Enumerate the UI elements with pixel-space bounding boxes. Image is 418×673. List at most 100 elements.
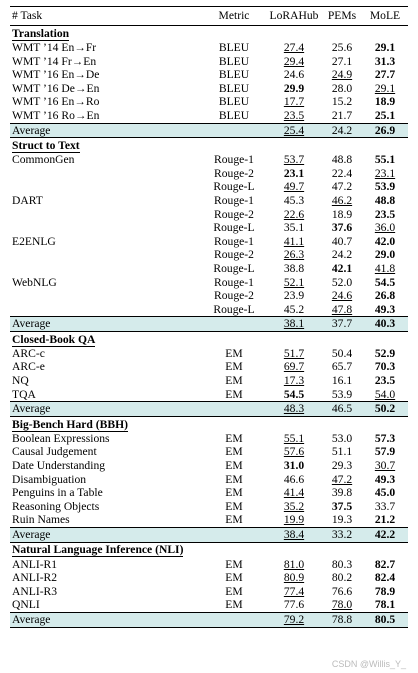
score-cell: 54.5 bbox=[283, 387, 305, 401]
score-cell: 77.6 bbox=[283, 598, 305, 612]
table-row: Average 38.4 33.2 42.2 bbox=[10, 527, 408, 543]
score-cell: 40.3 bbox=[362, 316, 408, 332]
table-row: Translation bbox=[10, 25, 408, 41]
score-cell: 23.5 bbox=[283, 108, 305, 122]
score-cell: 17.7 bbox=[283, 95, 305, 109]
score-cell: 15.2 bbox=[331, 95, 353, 109]
score-cell: 47.2 bbox=[331, 472, 353, 486]
score-cell: 53.9 bbox=[374, 180, 396, 194]
score-cell: 80.3 bbox=[331, 557, 353, 571]
metric-blank bbox=[202, 527, 266, 543]
section-title: Struct to Text bbox=[12, 138, 80, 153]
task-name: ANLI-R1 bbox=[12, 557, 58, 571]
score-cell: 24.6 bbox=[331, 289, 353, 303]
section-title-cell: Big-Bench Hard (BBH) bbox=[10, 415, 408, 432]
task-name-blank bbox=[10, 303, 202, 317]
score-cell: 24.2 bbox=[331, 248, 353, 262]
score-cell: 24.9 bbox=[331, 68, 353, 82]
metric-blank bbox=[202, 401, 266, 417]
score-cell: 21.2 bbox=[374, 513, 396, 527]
table-row: Penguins in a Table EM 41.4 39.8 45.0 bbox=[10, 486, 408, 500]
score-cell: 78.0 bbox=[331, 598, 353, 612]
task-name-blank bbox=[10, 208, 202, 222]
score-cell: 50.2 bbox=[362, 401, 408, 417]
average-label: Average bbox=[10, 527, 202, 543]
score-cell: 30.7 bbox=[374, 459, 396, 473]
task-name: Boolean Expressions bbox=[12, 431, 110, 445]
score-cell: 53.9 bbox=[331, 387, 353, 401]
average-label: Average bbox=[10, 316, 202, 332]
table-row: ANLI-R3 EM 77.4 76.6 78.9 bbox=[10, 585, 408, 599]
score-cell: 25.1 bbox=[374, 108, 396, 122]
table-row: Average 25.4 24.2 26.9 bbox=[10, 122, 408, 138]
task-name: WMT ’16 Ro→En bbox=[12, 108, 100, 122]
score-cell: 29.3 bbox=[331, 459, 353, 473]
section-title: Big-Bench Hard (BBH) bbox=[12, 417, 128, 432]
score-cell: 48.3 bbox=[266, 401, 322, 417]
score-cell: 31.0 bbox=[283, 459, 305, 473]
header-cell: LoRAHub bbox=[266, 6, 322, 26]
score-cell: 69.7 bbox=[283, 360, 305, 374]
metric: EM bbox=[225, 499, 243, 513]
score-cell: 50.4 bbox=[331, 346, 353, 360]
task-name: Ruin Names bbox=[12, 513, 70, 527]
score-cell: 55.1 bbox=[283, 431, 305, 445]
table-row: NQ EM 17.3 16.1 23.5 bbox=[10, 374, 408, 388]
metric: BLEU bbox=[218, 108, 250, 122]
score-cell: 46.6 bbox=[283, 472, 305, 486]
task-name: ANLI-R3 bbox=[12, 584, 58, 598]
score-cell: 48.8 bbox=[374, 193, 396, 207]
table-row: Natural Language Inference (NLI) bbox=[10, 541, 408, 558]
table-row: Reasoning Objects EM 35.2 37.5 33.7 bbox=[10, 500, 408, 514]
score-cell: 38.4 bbox=[266, 527, 322, 543]
metric: Rouge-L bbox=[213, 180, 255, 194]
task-name: Disambiguation bbox=[12, 472, 87, 486]
metric: EM bbox=[225, 557, 243, 571]
table-row: Causal Judgement EM 57.6 51.1 57.9 bbox=[10, 445, 408, 459]
score-cell: 42.1 bbox=[331, 261, 353, 275]
score-cell: 78.8 bbox=[322, 611, 362, 628]
score-cell: 52.1 bbox=[283, 275, 305, 289]
score-cell: 21.7 bbox=[331, 108, 353, 122]
task-name: WMT ’14 Fr→En bbox=[12, 54, 97, 68]
score-cell: 80.9 bbox=[283, 571, 305, 585]
score-cell: 26.3 bbox=[283, 248, 305, 262]
score-cell: 27.7 bbox=[374, 68, 396, 82]
task-name: WMT ’14 En→Fr bbox=[12, 41, 97, 54]
table-row: CommonGen Rouge-1 53.7 48.8 55.1 bbox=[10, 153, 408, 167]
score-cell: 49.3 bbox=[374, 302, 396, 316]
score-cell: 24.6 bbox=[283, 68, 305, 82]
score-cell: 51.7 bbox=[283, 346, 305, 360]
task-name-blank bbox=[10, 221, 202, 235]
score-cell: 35.2 bbox=[283, 499, 305, 513]
section-title-cell: Closed-Book QA bbox=[10, 330, 408, 347]
score-cell: 27.4 bbox=[283, 41, 305, 54]
section-title-cell: Natural Language Inference (NLI) bbox=[10, 541, 408, 558]
table-row: TQA EM 54.5 53.9 54.0 bbox=[10, 388, 408, 402]
watermark: CSDN @Willis_Y_ bbox=[331, 659, 406, 669]
score-cell: 41.1 bbox=[283, 234, 305, 248]
table-row: WMT ’16 En→Ro BLEU 17.7 15.2 18.9 bbox=[10, 95, 408, 109]
task-name: E2ENLG bbox=[12, 234, 56, 248]
task-name: Date Understanding bbox=[12, 459, 106, 473]
score-cell: 26.9 bbox=[362, 122, 408, 138]
section-title: Translation bbox=[12, 26, 70, 41]
table-row: # Task Metric LoRAHub PEMs MoLE bbox=[10, 6, 408, 26]
score-cell: 36.0 bbox=[374, 221, 396, 235]
task-name-blank bbox=[10, 248, 202, 262]
task-name: NQ bbox=[12, 374, 29, 388]
score-cell: 24.2 bbox=[322, 122, 362, 138]
score-cell: 35.1 bbox=[283, 221, 305, 235]
table-row: Rouge-L 49.7 47.2 53.9 bbox=[10, 180, 408, 194]
score-cell: 45.2 bbox=[283, 302, 305, 316]
table-row: Date Understanding EM 31.0 29.3 30.7 bbox=[10, 459, 408, 473]
score-cell: 51.1 bbox=[331, 445, 353, 459]
score-cell: 29.9 bbox=[283, 81, 305, 95]
section-title-cell: Translation bbox=[10, 25, 408, 41]
score-cell: 53.0 bbox=[331, 431, 353, 445]
score-cell: 19.9 bbox=[283, 513, 305, 527]
section-title: Closed-Book QA bbox=[12, 332, 96, 347]
task-name: CommonGen bbox=[12, 153, 75, 167]
score-cell: 42.2 bbox=[362, 527, 408, 543]
